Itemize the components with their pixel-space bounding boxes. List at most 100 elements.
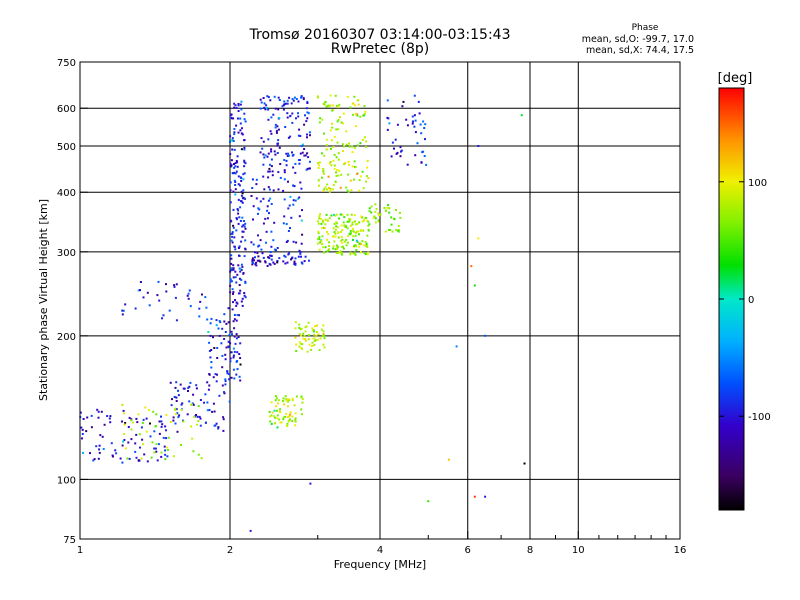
data-point xyxy=(237,103,240,105)
data-point xyxy=(349,251,352,254)
colorbar-ticks: 100 0 -100 xyxy=(719,178,771,423)
data-point xyxy=(340,236,343,238)
data-point xyxy=(273,221,276,224)
data-point xyxy=(229,153,232,155)
data-point xyxy=(130,428,133,431)
data-point xyxy=(250,241,253,244)
data-point xyxy=(322,189,325,192)
data-point xyxy=(289,227,291,229)
data-point xyxy=(332,104,335,107)
data-point xyxy=(123,439,126,441)
y-tick-label: 500 xyxy=(57,142,76,153)
data-point xyxy=(240,200,243,203)
data-point xyxy=(238,277,241,280)
data-point xyxy=(318,215,321,218)
data-point xyxy=(226,372,229,375)
data-point xyxy=(124,447,127,450)
data-point xyxy=(358,242,361,245)
data-point xyxy=(98,448,101,451)
data-point xyxy=(282,189,285,192)
data-point xyxy=(275,395,277,398)
data-point xyxy=(267,96,270,99)
data-point xyxy=(121,313,124,316)
data-point xyxy=(225,346,228,349)
data-point xyxy=(340,239,343,242)
data-point xyxy=(262,222,265,225)
x-tick-label: 6 xyxy=(465,545,471,556)
data-point xyxy=(336,248,338,251)
colorbar-tick-label: -100 xyxy=(748,412,771,423)
data-point xyxy=(329,188,332,191)
data-point xyxy=(239,176,242,179)
data-point xyxy=(231,137,234,140)
data-point xyxy=(275,131,278,134)
data-point xyxy=(121,309,124,312)
data-point xyxy=(342,150,344,152)
data-point xyxy=(101,435,104,438)
data-point xyxy=(319,241,322,244)
data-point xyxy=(295,395,298,398)
data-point xyxy=(268,410,271,413)
data-point xyxy=(215,324,218,327)
stats-x-line: mean, sd,X: 74.4, 17.5 xyxy=(586,45,694,56)
data-point xyxy=(356,114,359,117)
data-point xyxy=(447,458,450,461)
data-point xyxy=(266,265,269,267)
data-point xyxy=(255,183,258,186)
data-point xyxy=(230,164,233,167)
data-point xyxy=(294,417,297,420)
data-point xyxy=(287,180,289,183)
data-point xyxy=(394,138,397,141)
data-point xyxy=(354,231,357,234)
data-point xyxy=(278,117,281,119)
data-point xyxy=(127,441,130,444)
data-point xyxy=(233,236,236,239)
data-point xyxy=(367,251,370,254)
data-point xyxy=(365,244,368,247)
data-point xyxy=(295,117,297,120)
x-axis-label: Frequency [MHz] xyxy=(334,558,426,571)
data-point xyxy=(273,95,276,98)
data-point xyxy=(229,360,232,363)
data-point xyxy=(149,435,152,438)
colorbar-tick-label: 0 xyxy=(748,295,754,306)
data-point xyxy=(232,356,235,359)
data-point xyxy=(523,462,526,465)
data-point xyxy=(289,413,291,416)
data-point xyxy=(282,108,285,111)
data-point xyxy=(208,373,211,376)
data-point xyxy=(294,171,297,174)
data-point xyxy=(164,453,167,456)
data-point xyxy=(386,128,389,131)
data-point xyxy=(195,414,197,416)
data-point xyxy=(477,145,480,147)
data-point xyxy=(110,442,113,445)
data-point xyxy=(267,118,270,121)
data-point xyxy=(106,415,109,417)
data-point xyxy=(139,446,141,449)
data-point xyxy=(375,207,378,210)
data-point xyxy=(215,422,218,425)
data-point xyxy=(270,401,273,404)
data-point xyxy=(329,104,332,107)
data-point xyxy=(272,239,275,242)
data-point xyxy=(233,131,236,134)
data-point xyxy=(131,421,134,424)
data-point xyxy=(269,254,272,257)
data-point xyxy=(236,155,239,158)
data-point xyxy=(282,260,285,263)
data-point xyxy=(138,433,141,436)
data-point xyxy=(259,98,262,101)
axis-ticks: 1 2 4 6 8 10 16 75 100 200 300 400 500 600 750 xyxy=(57,58,686,556)
data-point xyxy=(142,443,145,446)
data-point xyxy=(277,108,280,111)
data-point xyxy=(360,251,362,254)
data-point xyxy=(276,144,279,147)
data-point xyxy=(421,151,424,154)
data-point xyxy=(273,409,276,412)
data-point xyxy=(290,102,293,105)
data-point xyxy=(328,245,331,247)
data-point xyxy=(137,289,140,292)
data-point xyxy=(316,331,318,334)
data-point xyxy=(235,124,238,127)
